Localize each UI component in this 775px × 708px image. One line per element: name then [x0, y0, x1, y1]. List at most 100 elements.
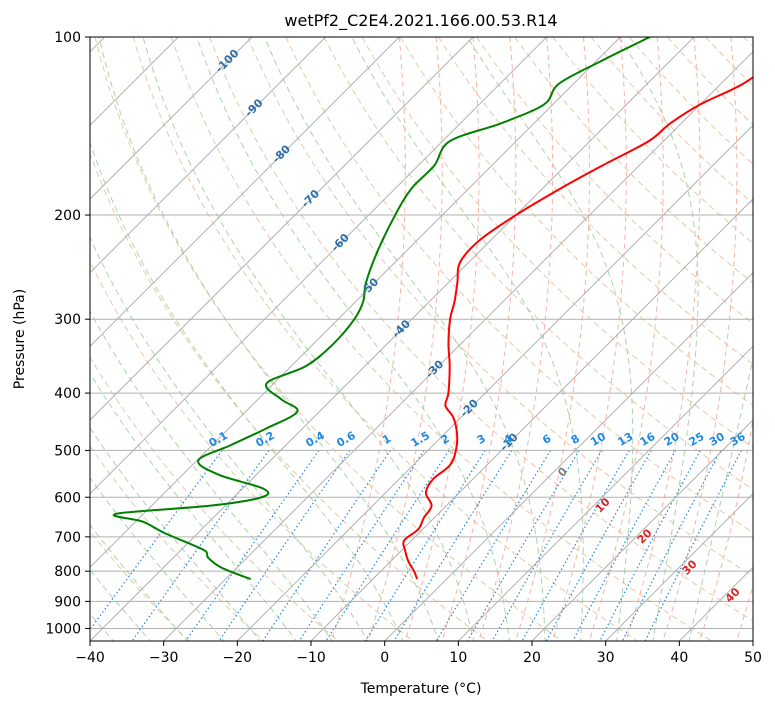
moist-adiabat-line: [98, 37, 440, 641]
x-tick-label: 10: [449, 650, 467, 666]
mixing-ratio-line: [572, 450, 677, 641]
x-axis-label: Temperature (°C): [360, 681, 482, 697]
isotherm-line: [310, 198, 753, 641]
isotherm-line: [163, 50, 753, 641]
mixing-ratio-line: [131, 450, 270, 641]
mixing-ratio-label: 8: [569, 432, 582, 447]
mixing-ratio-label: 10: [588, 430, 608, 449]
mixing-ratio-line: [621, 450, 722, 641]
isotherm-line: [90, 37, 621, 569]
x-axis: −40 −30 −20 −10 0 10 20 30 40 50: [75, 641, 762, 666]
moist-adiabat-line: [688, 355, 753, 641]
dry-adiabat-line: [90, 260, 414, 641]
dry-adiabat-line: [170, 37, 713, 641]
y-tick-label: 200: [54, 208, 81, 224]
x-tick-label: 50: [744, 650, 762, 666]
x-tick-label: 20: [523, 650, 541, 666]
isotherm-line: [752, 640, 753, 641]
y-tick-label: 1000: [45, 621, 81, 637]
mixing-ratio-label: 0.6: [334, 429, 358, 450]
isotherm-line: [90, 37, 400, 348]
y-tick-label: 800: [54, 564, 81, 580]
mixing-ratio-line: [298, 450, 425, 641]
isotherm-line: [384, 271, 753, 641]
isotherm-line: [90, 37, 548, 495]
moist-adiabat-label: 10: [593, 495, 613, 515]
y-tick-label: 900: [54, 594, 81, 610]
isotherm-line: [236, 124, 753, 641]
dry-adiabat-line: [590, 37, 753, 205]
chart-title: wetPf2_C2E4.2021.166.00.53.R14: [284, 11, 557, 31]
x-tick-label: 40: [670, 650, 688, 666]
isotherm-line: [90, 37, 695, 641]
dry-adiabat-line: [90, 356, 339, 641]
dewpoint-profile-line: [112, 37, 651, 580]
mixing-ratio-label: 30: [707, 430, 727, 449]
dry-adiabat-line: [94, 37, 564, 641]
moist-adiabat-line: [90, 427, 261, 641]
y-axis-label: Pressure (hPa): [12, 289, 28, 389]
dry-adiabat-line: [285, 37, 753, 534]
isotherm-line: [531, 419, 753, 641]
y-tick-label: 400: [54, 386, 81, 402]
x-tick-label: −20: [223, 650, 253, 666]
theta-e-line: [330, 37, 406, 641]
y-tick-label: 300: [54, 312, 81, 328]
dry-adiabat-line: [399, 37, 753, 407]
isotherm-line: [457, 345, 753, 641]
x-tick-label: −40: [75, 650, 105, 666]
mixing-ratio-label: 6: [540, 432, 553, 447]
isotherm-label: -90: [242, 96, 265, 119]
moist-adiabat-line: [90, 141, 404, 641]
dry-adiabat-line: [667, 37, 753, 126]
x-tick-label: −10: [296, 650, 326, 666]
mixing-ratio-label: 2: [439, 432, 452, 447]
moist-adiabat-line: [90, 477, 225, 641]
moist-adiabat-line: [90, 310, 333, 641]
mixing-ratio-line: [466, 450, 580, 641]
y-tick-label: 500: [54, 443, 81, 459]
grid-lines: [90, 37, 753, 641]
mixing-ratio-line: [521, 450, 630, 641]
moist-adiabat-line: [90, 236, 369, 641]
y-tick-label: 100: [54, 30, 81, 46]
moist-adiabat-line: [351, 37, 584, 641]
mixing-ratio-label: 0.4: [304, 429, 328, 450]
dry-adiabat-line: [743, 37, 753, 48]
theta-e-line: [736, 583, 753, 641]
x-tick-label: 30: [597, 650, 615, 666]
dry-adiabat-line: [132, 37, 638, 641]
isotherm-line: [90, 37, 253, 200]
mixing-ratio-line: [325, 450, 450, 641]
mixing-ratio-label: 3: [475, 432, 488, 447]
moist-adiabat-label: 20: [635, 526, 655, 546]
mixing-ratio-label: 25: [687, 430, 707, 449]
profile-lines: [112, 37, 753, 580]
dry-adiabat-line: [476, 37, 753, 325]
dry-adiabat-line: [323, 37, 753, 491]
isotherm-line: [90, 37, 474, 421]
dry-adiabat-line: [705, 37, 753, 87]
dry-adiabat-line: [90, 445, 265, 641]
mixing-ratio-line: [90, 450, 223, 631]
y-tick-label: 600: [54, 490, 81, 506]
mixing-ratio-line: [262, 450, 391, 641]
moist-adiabat-line: [618, 37, 699, 641]
background-lines: [90, 37, 753, 641]
dry-adiabat-line: [514, 37, 753, 284]
x-tick-label: 0: [380, 650, 389, 666]
temperature-profile-line: [402, 76, 753, 580]
y-tick-label: 700: [54, 530, 81, 546]
dry-adiabat-line: [90, 152, 489, 641]
mixing-ratio-label: 20: [662, 430, 682, 449]
moist-adiabat-line: [90, 372, 297, 641]
mixing-ratio-label: 36: [728, 430, 748, 449]
mixing-ratio-label: 1.5: [409, 429, 432, 450]
isotherm-line: [90, 37, 327, 274]
isotherm-line: [605, 492, 753, 641]
isotherm-line: [678, 566, 753, 641]
mixing-ratio-line: [364, 450, 486, 641]
isotherm-label: -40: [390, 317, 413, 340]
dry-adiabat-line: [247, 37, 753, 577]
